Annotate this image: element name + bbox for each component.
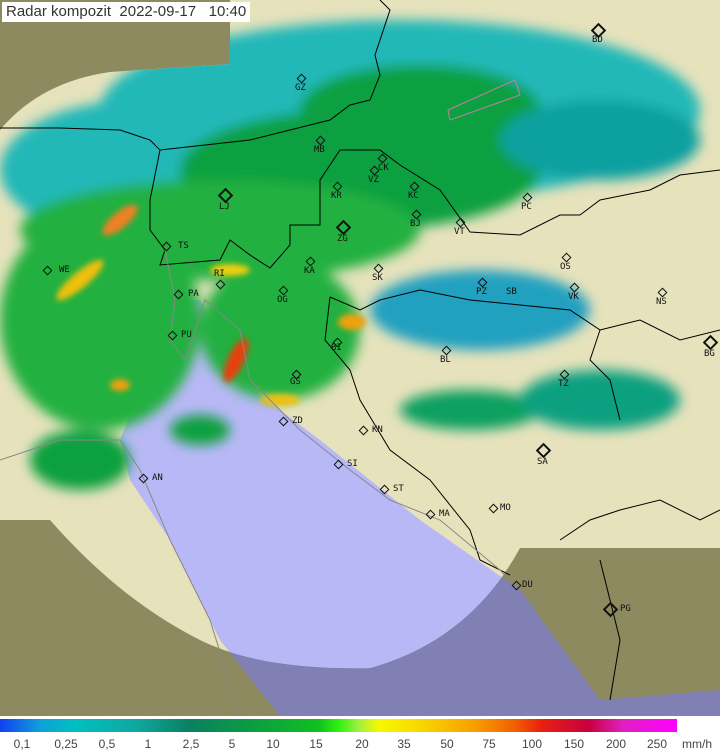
city-label: BG xyxy=(704,349,715,359)
city-label: LJ xyxy=(219,202,230,212)
city-label: KC xyxy=(408,191,419,201)
scale-tick-label: 15 xyxy=(309,737,323,751)
city-label: PC xyxy=(521,202,532,212)
city-label: DU xyxy=(522,580,533,590)
scale-tick-label: 0,1 xyxy=(13,737,31,751)
scale-tick-label: 75 xyxy=(482,737,496,751)
scale-tick-label: 200 xyxy=(605,737,627,751)
city-label: SA xyxy=(537,457,548,467)
city-label: MB xyxy=(314,145,325,155)
city-label: OG xyxy=(277,295,288,305)
unit-label: mm/h xyxy=(682,737,712,751)
scale-tick-label: 250 xyxy=(646,737,668,751)
city-label: BI xyxy=(331,343,342,353)
city-label: BJ xyxy=(410,219,421,229)
scale-tick-label: 1 xyxy=(144,737,152,751)
city-label: TS xyxy=(178,241,189,251)
scale-tick-label: 10 xyxy=(266,737,280,751)
color-scale-bar xyxy=(0,719,677,732)
scale-tick-label: 100 xyxy=(521,737,543,751)
city-label: NS xyxy=(656,297,667,307)
title-text: Radar kompozit xyxy=(6,3,112,20)
city-label: VZ xyxy=(368,175,379,185)
city-label: ST xyxy=(393,484,404,494)
city-label: KR xyxy=(331,191,342,201)
city-label: AN xyxy=(152,473,163,483)
city-label: KN xyxy=(372,425,383,435)
scale-tick-label: 20 xyxy=(355,737,369,751)
scale-tick-label: 0,5 xyxy=(98,737,116,751)
city-label: SI xyxy=(347,459,358,469)
country-borders xyxy=(0,0,720,701)
city-label: TZ xyxy=(558,379,569,389)
time-text: 10:40 xyxy=(208,3,247,20)
city-label: CK xyxy=(378,163,389,173)
city-label: PA xyxy=(188,289,199,299)
city-label: PZ xyxy=(476,287,487,297)
city-label: KA xyxy=(304,266,315,276)
city-label: WE xyxy=(59,265,70,275)
radar-coverage xyxy=(0,0,720,669)
scale-tick-label: 2,5 xyxy=(182,737,200,751)
color-scale-legend: 0,1 0,25 0,5 1 2,5 5 10 15 20 35 50 75 100 150 200 250 … xyxy=(0,716,720,751)
map-title: Radar kompozit 2022-09-17 10:40 xyxy=(2,2,251,22)
city-label: OS xyxy=(560,262,571,272)
city-label: ZD xyxy=(292,416,303,426)
city-label: ZG xyxy=(337,234,348,244)
city-label: VT xyxy=(454,227,465,237)
city-label: RI xyxy=(214,269,225,279)
date-text: 2022-09-17 xyxy=(119,3,197,20)
scale-tick-label: 5 xyxy=(228,737,236,751)
city-label: MO xyxy=(500,503,511,513)
radar-map xyxy=(0,0,720,716)
city-label: GZ xyxy=(295,83,306,93)
city-label: SK xyxy=(372,273,383,283)
city-label: PU xyxy=(181,330,192,340)
scale-tick-label: 0,25 xyxy=(54,737,78,751)
coastlines xyxy=(0,79,541,716)
city-label: BL xyxy=(440,355,451,365)
city-label: MA xyxy=(439,509,450,519)
scale-tick-label: 35 xyxy=(397,737,411,751)
city-label: GS xyxy=(290,377,301,387)
city-label: BD xyxy=(592,35,603,45)
city-label: VK xyxy=(568,292,579,302)
precipitation-echoes xyxy=(0,20,700,490)
city-label: SB xyxy=(506,287,517,297)
city-label: PG xyxy=(620,604,631,614)
scale-tick-label: 50 xyxy=(440,737,454,751)
scale-tick-label: 150 xyxy=(563,737,585,751)
